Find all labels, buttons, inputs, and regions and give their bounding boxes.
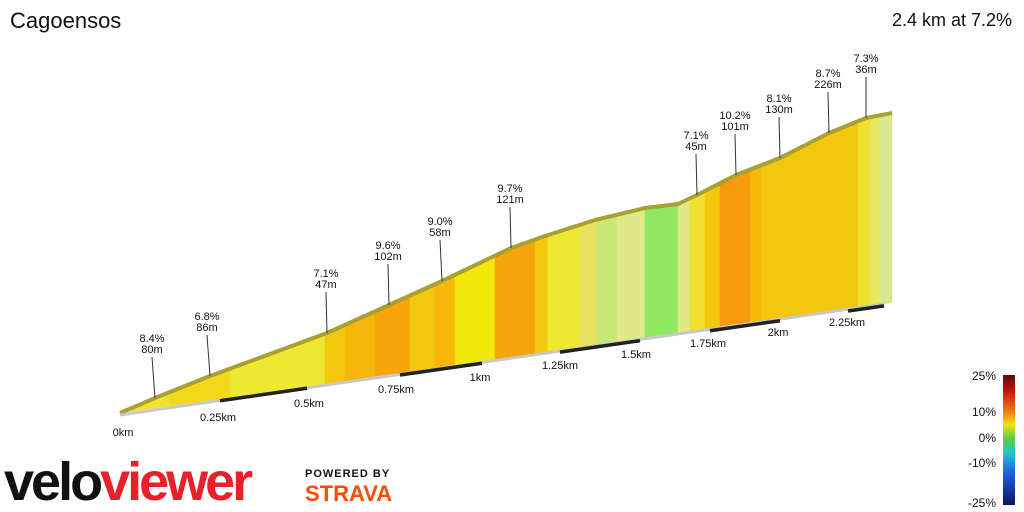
gradient-band	[689, 190, 706, 332]
annotation-gradient: 8.1%	[766, 93, 791, 105]
annotation-length: 226m	[814, 79, 842, 91]
distance-label: 0.75km	[378, 384, 414, 396]
annotation-leader	[827, 91, 830, 134]
distance-label: 1.5km	[621, 349, 651, 361]
distance-segment	[559, 338, 641, 354]
gradient-band	[409, 283, 436, 372]
distance-label: 2km	[768, 327, 789, 339]
distance-segment	[219, 386, 308, 403]
distance-label: 0km	[113, 427, 134, 439]
distance-label: 1km	[470, 372, 491, 384]
annotation-gradient: 6.8%	[194, 311, 219, 323]
annotation-leader	[778, 116, 781, 159]
annotation-length: 86m	[196, 322, 217, 334]
annotation-length: 45m	[685, 141, 706, 153]
annotation-gradient: 9.0%	[427, 216, 452, 228]
gradient-band	[857, 116, 871, 308]
distance-label: 0.25km	[200, 412, 236, 424]
legend-label: -25%	[968, 496, 996, 510]
gradient-band	[794, 120, 859, 317]
gradient-band	[534, 234, 549, 355]
gradient-band	[596, 214, 618, 346]
gradient-band	[616, 207, 646, 343]
annotations: 8.4%80m6.8%86m7.1%47m9.6%102m9.0%58m9.7%…	[139, 53, 879, 399]
annotation-gradient: 7.1%	[313, 268, 338, 280]
legend-label: -10%	[968, 456, 996, 470]
annotation-gradient: 9.6%	[375, 240, 400, 252]
gradient-band	[434, 274, 456, 369]
brand-right: viewer	[100, 452, 253, 512]
legend-label: 25%	[972, 369, 996, 383]
gradient-band	[749, 164, 763, 324]
distance-segment	[399, 361, 483, 377]
annotation-leader	[509, 206, 512, 249]
annotation-leader	[734, 133, 737, 176]
legend-scale	[1003, 375, 1015, 505]
summary: 2.4 km at 7.2%	[892, 10, 1012, 30]
distance-label: 2.25km	[829, 317, 865, 329]
annotation-leader	[387, 263, 390, 306]
annotation-gradient: 9.7%	[497, 183, 522, 195]
annotation-length: 130m	[765, 104, 793, 116]
annotation-length: 36m	[855, 64, 876, 76]
gradient-band	[644, 203, 679, 339]
distance-segment	[709, 318, 781, 333]
annotation-length: 58m	[429, 227, 450, 239]
brand-left: velo	[4, 452, 101, 512]
legend: 25% 10% 0% -10% -25%	[968, 369, 996, 510]
annotation-gradient: 10.2%	[719, 110, 750, 122]
gradient-band	[719, 169, 751, 328]
annotation-gradient: 8.4%	[139, 333, 164, 345]
annotation-length: 101m	[721, 121, 749, 133]
distance-label: 1.75km	[690, 338, 726, 350]
annotation-gradient: 8.7%	[815, 68, 840, 80]
annotation-leader	[325, 291, 328, 334]
annotation-leader	[206, 334, 211, 377]
legend-label: 0%	[979, 431, 997, 445]
distance-label: 0.5km	[294, 398, 324, 410]
distance-axis: 0km 0.25km 0.5km 0.75km 1km 1.25km 1.5km 1.75km…	[113, 317, 865, 439]
partner-logo: STRAVA	[305, 481, 392, 506]
annotation-length: 80m	[141, 344, 162, 356]
distance-label: 1.25km	[542, 360, 578, 372]
powered-by: POWERED BY	[305, 468, 390, 480]
gradient-band	[704, 182, 721, 330]
distance-segment	[847, 304, 885, 313]
elevation-profile	[119, 111, 893, 417]
gradient-band	[761, 149, 796, 322]
annotation-length: 47m	[315, 279, 336, 291]
gradient-band	[677, 197, 691, 334]
gradient-band	[494, 239, 536, 360]
annotation-leader	[151, 356, 156, 399]
gradient-band	[879, 112, 893, 305]
annotation-leader	[695, 153, 698, 196]
title: Cagoensos	[10, 8, 121, 33]
annotation-gradient: 7.1%	[683, 130, 708, 142]
annotation-leader	[439, 239, 443, 282]
annotation-length: 121m	[496, 194, 524, 206]
profile-ridge	[119, 111, 893, 415]
legend-label: 10%	[972, 405, 996, 419]
gradient-band	[547, 224, 581, 353]
gradient-band	[579, 219, 598, 348]
brand-logo: veloviewer	[4, 452, 253, 512]
annotation-length: 102m	[374, 251, 402, 263]
annotation-gradient: 7.3%	[853, 53, 878, 65]
gradient-band	[869, 114, 881, 307]
